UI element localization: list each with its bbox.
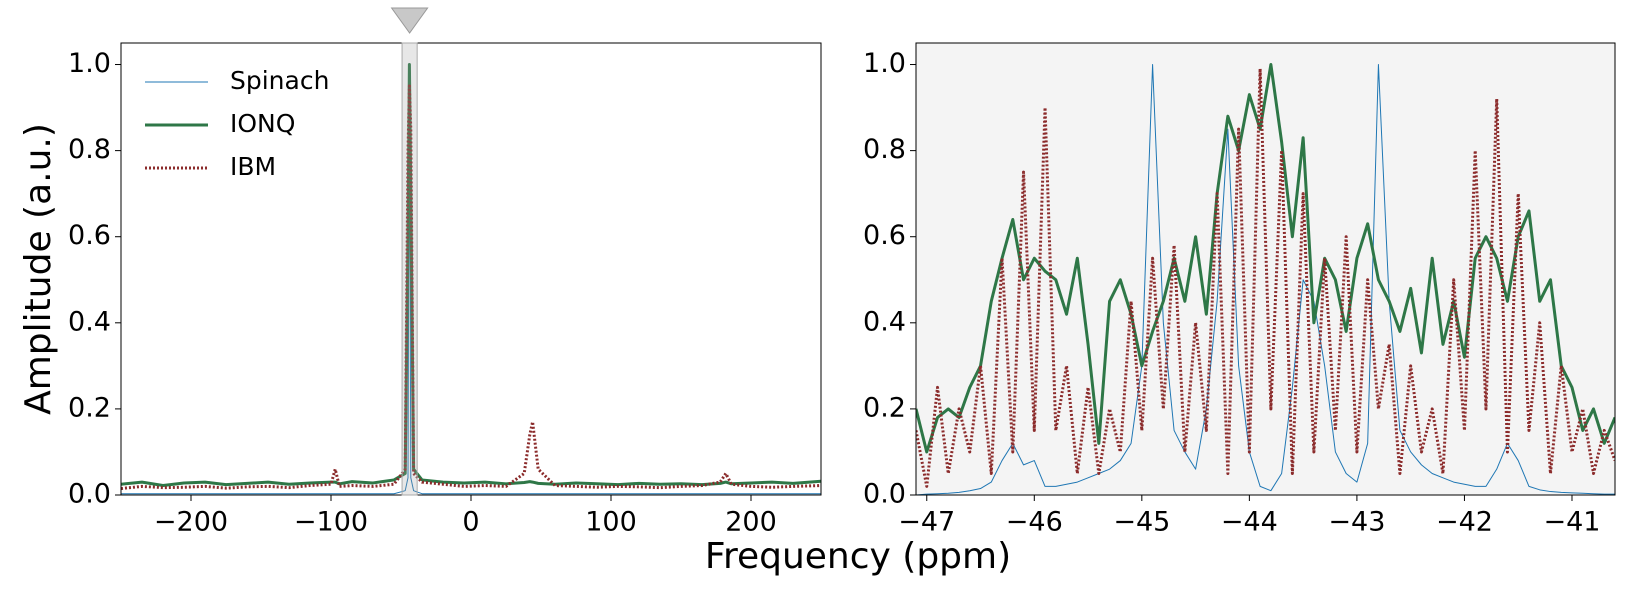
legend-label: IBM: [230, 152, 276, 181]
series-line: [916, 64, 1615, 495]
x-tick-label: 200: [725, 507, 777, 538]
y-tick-label: 0.0: [68, 479, 111, 510]
series-line: [121, 84, 821, 491]
x-tick-label: −44: [1221, 507, 1278, 538]
zoom-region: [401, 42, 418, 496]
y-tick-label: 1.0: [863, 48, 906, 79]
y-tick-label: 0.4: [68, 306, 111, 337]
y-tick-label: 0.4: [863, 306, 906, 337]
y-tick-label: 0.8: [68, 134, 111, 165]
series-line: [121, 64, 821, 495]
x-tick-label: −47: [898, 507, 955, 538]
x-tick-label: −43: [1328, 507, 1385, 538]
x-tick-label: −41: [1543, 507, 1600, 538]
x-tick-label: −46: [1006, 507, 1063, 538]
x-tick-label: −100: [294, 507, 368, 538]
axes-frame: [915, 42, 1616, 496]
x-tick-label: −42: [1436, 507, 1493, 538]
x-axis-label: Frequency (ppm): [705, 536, 1011, 577]
x-tick-label: −200: [154, 507, 228, 538]
y-tick-label: 0.8: [863, 134, 906, 165]
series-line: [916, 63, 1615, 454]
series-line: [916, 67, 1615, 488]
y-tick-label: 1.0: [68, 48, 111, 79]
x-tick-label: −45: [1113, 507, 1170, 538]
legend-label: IONQ: [230, 109, 295, 138]
y-tick-label: 0.2: [863, 392, 906, 423]
y-tick-label: 0.2: [68, 392, 111, 423]
y-tick-label: 0.6: [863, 220, 906, 251]
series-line: [121, 63, 821, 488]
y-axis-label: Amplitude (a.u.): [18, 123, 59, 415]
x-tick-label: 0: [462, 507, 479, 538]
y-tick-label: 0.0: [863, 479, 906, 510]
zoom-marker: [390, 7, 429, 34]
legend-label: Spinach: [230, 66, 329, 95]
y-tick-label: 0.6: [68, 220, 111, 251]
axes-frame: [120, 42, 822, 496]
x-tick-label: 100: [585, 507, 637, 538]
